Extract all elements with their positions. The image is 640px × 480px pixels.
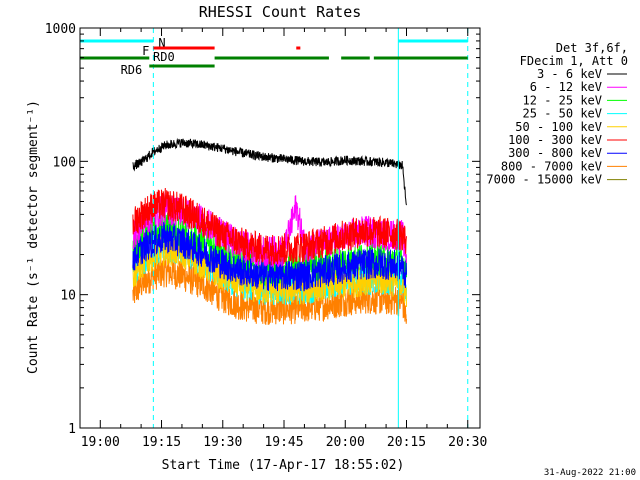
legend-entry-label: 50 - 100 keV xyxy=(515,120,602,134)
state-label-rd0: RD0 xyxy=(153,50,175,64)
state-label-f: F xyxy=(142,44,149,58)
x-tick-label: 20:00 xyxy=(326,435,365,450)
legend-header-line-1: Det 3f,6f, xyxy=(556,41,628,55)
series-line-8 xyxy=(132,255,407,325)
x-tick-label: 20:30 xyxy=(448,435,487,450)
axes: 19:00 19:15 19:30 19:45 20:00 20:15 20:30 1 10 10… xyxy=(45,22,488,450)
y-axis-label: Count Rate (s⁻¹ detector segment⁻¹) xyxy=(26,100,41,374)
y-tick-label: 10 xyxy=(60,289,76,304)
legend-entry-label: 25 - 50 keV xyxy=(523,107,602,121)
state-label-n: N xyxy=(158,36,165,50)
series-layer xyxy=(132,137,407,325)
y-tick-label: 1 xyxy=(68,422,76,437)
legend-entry-label: 12 - 25 keV xyxy=(523,93,602,107)
state-label-rd6: RD6 xyxy=(121,63,143,77)
legend-entry-label: 6 - 12 keV xyxy=(530,80,602,94)
x-tick-label: 19:45 xyxy=(264,435,303,450)
attenuator-state-bars: NF RD0 RD6 xyxy=(80,36,468,77)
x-tick-label: 19:00 xyxy=(81,435,120,450)
plot-frame xyxy=(79,27,481,429)
series-line-1 xyxy=(132,137,407,206)
footer-date: 31-Aug-2022 21:00 xyxy=(544,468,636,478)
x-axis-label: Start Time (17-Apr-17 18:55:02) xyxy=(162,458,405,473)
x-tick-label: 20:15 xyxy=(387,435,426,450)
x-tick-label: 19:30 xyxy=(203,435,242,450)
series-line-6 xyxy=(132,187,407,266)
chart-title: RHESSI Count Rates xyxy=(199,3,362,21)
legend-entry-label: 100 - 300 keV xyxy=(508,133,602,147)
y-tick-label: 1000 xyxy=(45,22,76,37)
series-line-5 xyxy=(132,234,407,308)
y-tick-label: 100 xyxy=(53,155,76,170)
legend-entry-label: 800 - 7000 keV xyxy=(501,159,602,173)
x-tick-label: 19:15 xyxy=(142,435,181,450)
legend-entry-label: 7000 - 15000 keV xyxy=(486,173,602,187)
series-line-7 xyxy=(132,221,407,292)
legend-entry-label: 3 - 6 keV xyxy=(537,67,602,81)
legend-header-line-2: FDecim 1, Att 0 xyxy=(520,54,628,68)
legend-entry-label: 300 - 800 keV xyxy=(508,146,602,160)
